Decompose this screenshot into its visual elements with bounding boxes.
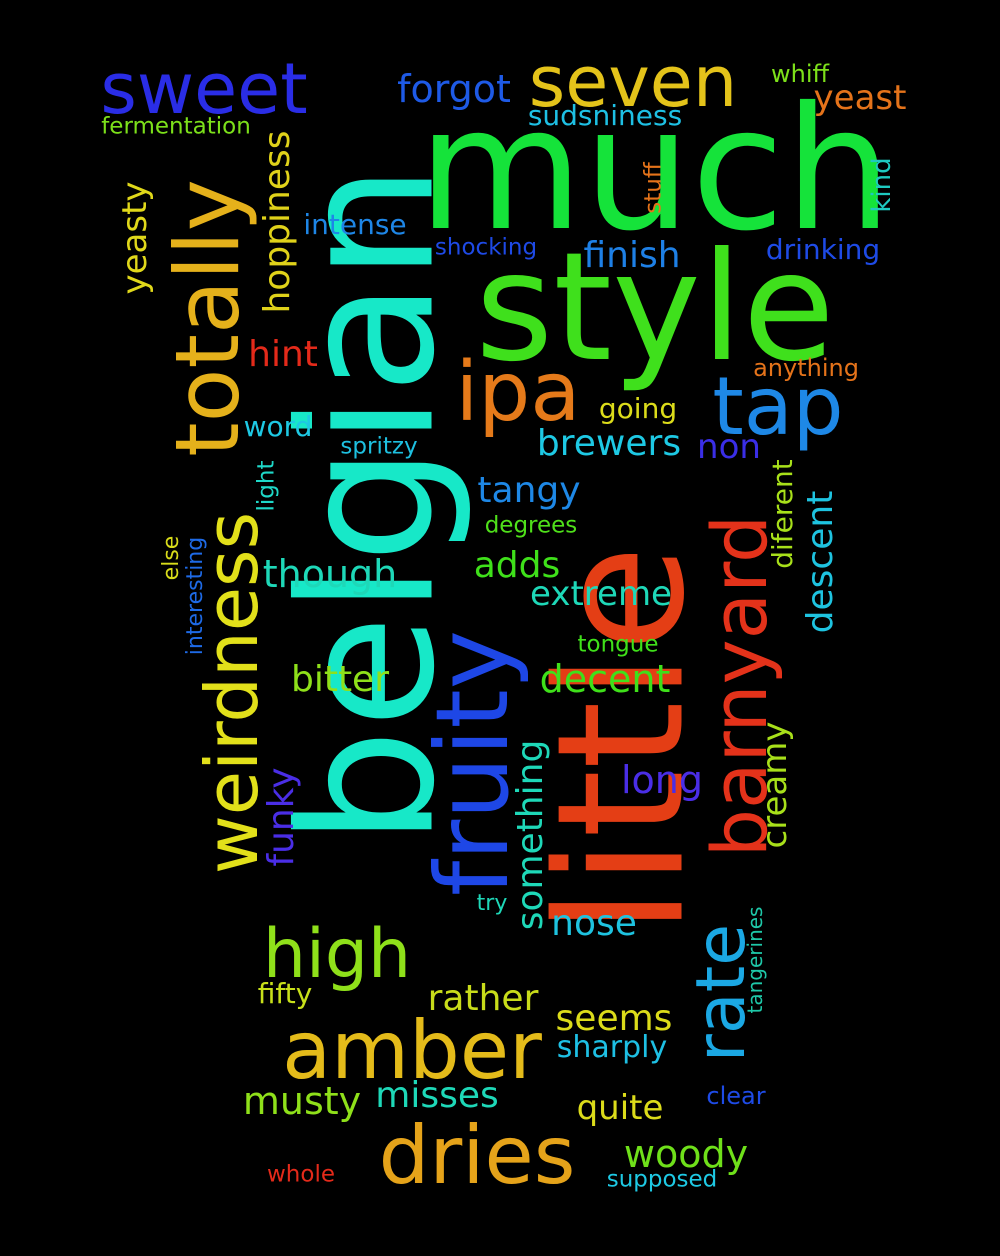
word-degrees: degrees <box>484 512 578 539</box>
word-dries: dries <box>378 1109 576 1202</box>
word-musty: musty <box>242 1079 362 1123</box>
word-diferent: diferent <box>766 459 799 569</box>
word-something: something <box>510 739 551 931</box>
word-word: word <box>243 410 313 443</box>
word-tap: tap <box>712 360 844 453</box>
word-descent: descent <box>800 490 841 634</box>
word-nose: nose <box>551 903 637 944</box>
word-whole: whole <box>266 1161 336 1188</box>
word-much: much <box>417 71 893 269</box>
word-tongue: tongue <box>577 631 659 658</box>
word-tangerines: tangerines <box>743 906 767 1014</box>
word-clear: clear <box>706 1082 766 1110</box>
word-though: though <box>262 552 398 596</box>
word-bitter: bitter <box>290 659 390 700</box>
word-sudsniness: sudsniness <box>527 99 683 132</box>
word-supposed: supposed <box>606 1166 718 1193</box>
word-rather: rather <box>427 978 539 1019</box>
word-ipa: ipa <box>455 345 581 440</box>
word-fruity: fruity <box>414 630 531 896</box>
word-else: else <box>159 535 184 581</box>
word-funky: funky <box>261 767 302 867</box>
word-amber: amber <box>282 1004 542 1097</box>
word-hint: hint <box>248 334 318 375</box>
word-high: high <box>262 915 412 994</box>
word-adds: adds <box>473 545 561 586</box>
word-tangy: tangy <box>477 470 581 511</box>
word-yeast: yeast <box>813 78 907 118</box>
word-hoppiness: hoppiness <box>257 130 298 314</box>
word-non: non <box>697 427 761 467</box>
word-spritzy: spritzy <box>340 433 418 460</box>
word-fermentation: fermentation <box>101 113 251 140</box>
word-creamy: creamy <box>755 721 795 849</box>
word-finish: finish <box>583 235 681 276</box>
word-drinking: drinking <box>765 233 881 266</box>
word-seven: seven <box>528 41 738 123</box>
word-extreme: extreme <box>530 574 672 614</box>
word-quite: quite <box>576 1088 664 1128</box>
word-intense: intense <box>303 208 407 241</box>
word-decent: decent <box>539 657 671 701</box>
word-kind: kind <box>867 157 897 213</box>
word-long: long <box>620 758 704 802</box>
word-brewers: brewers <box>536 423 682 464</box>
word-anything: anything <box>753 354 859 382</box>
word-seems: seems <box>555 998 673 1039</box>
word-sharply: sharply <box>556 1030 668 1065</box>
word-forgot: forgot <box>397 67 511 111</box>
word-sweet: sweet <box>100 48 308 130</box>
word-misses: misses <box>375 1075 499 1116</box>
word-fifty: fifty <box>257 977 313 1010</box>
word-whiff: whiff <box>770 60 830 88</box>
word-style: style <box>475 221 835 395</box>
word-interesting: interesting <box>183 536 208 656</box>
word-going: going <box>598 392 678 425</box>
word-stuff: stuff <box>640 162 667 214</box>
word-woody: woody <box>623 1132 749 1176</box>
word-try: try <box>476 891 508 916</box>
word-yeasty: yeasty <box>115 181 155 295</box>
word-shocking: shocking <box>434 234 538 261</box>
word-light: light <box>253 460 280 512</box>
word-totally: totally <box>156 179 259 457</box>
